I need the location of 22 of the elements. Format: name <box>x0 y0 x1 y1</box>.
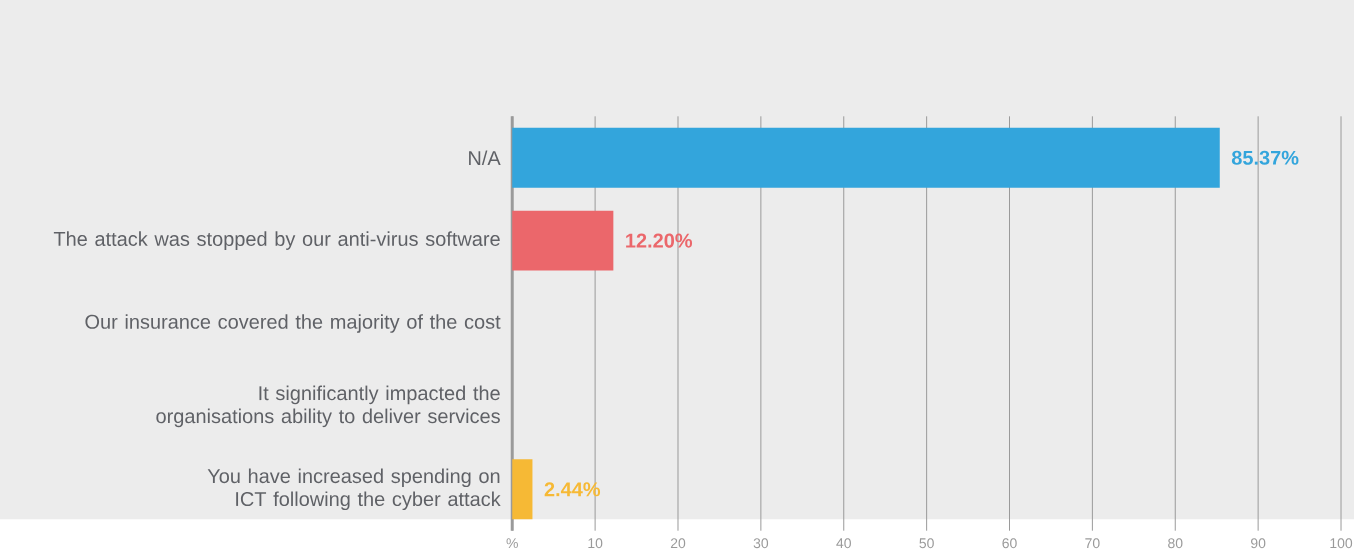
x-tick-label: 30 <box>753 538 769 548</box>
y-tick-label: The attack was stopped by our anti-virus software <box>53 231 500 250</box>
x-tick-label: 50 <box>919 538 934 548</box>
x-tick-label: % <box>506 538 518 548</box>
x-tick-label: 90 <box>1251 538 1266 548</box>
x-tick-label: 40 <box>836 538 851 548</box>
bar <box>512 459 533 520</box>
data-label: 2.44% <box>544 482 601 497</box>
x-tick-label: 100 <box>1330 538 1353 548</box>
bar <box>512 210 614 271</box>
x-tick-label: 20 <box>670 538 686 548</box>
x-tick-label: 10 <box>588 538 603 548</box>
data-label: 12.20% <box>626 233 693 248</box>
y-tick-label: N/A <box>469 150 501 165</box>
y-tick-label: Our insurance covered the majority of the cost <box>85 313 501 333</box>
bar <box>512 127 1220 188</box>
x-tick-label: 60 <box>1002 538 1017 548</box>
y-tick-label: You have increased spending on ICT following the cyber attack <box>207 468 501 510</box>
y-tick-label: It significantly impacted the organisations ability to deliver services <box>156 385 500 427</box>
data-label: 85.37% <box>1231 150 1299 165</box>
x-tick-label: 80 <box>1168 538 1183 548</box>
x-tick-label: 70 <box>1085 538 1100 548</box>
